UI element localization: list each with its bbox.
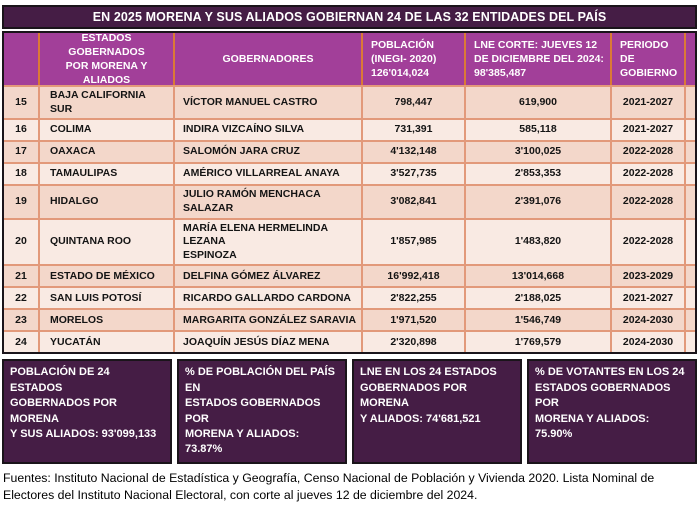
period-cell: 2022-2028 <box>612 142 686 163</box>
state-cell: MORELOS <box>40 310 175 331</box>
edge-spacer <box>686 220 695 265</box>
row-number-cell: 22 <box>4 288 40 309</box>
table-row: 22 SAN LUIS POTOSÍ RICARDO GALLARDO CARD… <box>4 286 695 309</box>
table-row: 15 BAJA CALIFORNIA SUR VÍCTOR MANUEL CAS… <box>4 85 695 119</box>
period-cell: 2021-2027 <box>612 120 686 141</box>
title-bar: EN 2025 MORENA Y SUS ALIADOS GOBIERNAN 2… <box>2 5 697 29</box>
state-cell: YUCATÁN <box>40 332 175 353</box>
governor-cell: RICARDO GALLARDO CARDONA <box>175 288 363 309</box>
state-cell: BAJA CALIFORNIA SUR <box>40 87 175 119</box>
population-cell: 4'132,148 <box>363 142 466 163</box>
governor-cell: INDIRA VIZCAÍNO SILVA <box>175 120 363 141</box>
edge-spacer <box>686 288 695 308</box>
page-title: EN 2025 MORENA Y SUS ALIADOS GOBIERNAN 2… <box>92 10 607 24</box>
table-row: 23 MORELOS MARGARITA GONZÁLEZ SARAVIA 1'… <box>4 308 695 331</box>
state-cell: SAN LUIS POTOSÍ <box>40 288 175 309</box>
table-row: 18 TAMAULIPAS AMÉRICO VILLARREAL ANAYA 3… <box>4 162 695 185</box>
population-cell: 16'992,418 <box>363 266 466 287</box>
header-edge-spacer <box>686 33 695 85</box>
row-number-cell: 23 <box>4 310 40 331</box>
population-cell: 2'320,898 <box>363 332 466 353</box>
row-number-cell: 20 <box>4 219 40 265</box>
period-cell: 2021-2027 <box>612 87 686 119</box>
table-row: 21 ESTADO DE MÉXICO DELFINA GÓMEZ ÁLVARE… <box>4 264 695 287</box>
table-header-row: ESTADOS GOBERNADOS POR MORENA Y ALIADOS … <box>4 32 695 86</box>
lne-cell: 13'014,668 <box>466 266 612 287</box>
population-cell: 731,391 <box>363 120 466 141</box>
edge-spacer <box>686 87 695 118</box>
state-cell: HIDALGO <box>40 186 175 218</box>
state-cell: TAMAULIPAS <box>40 164 175 185</box>
period-cell: 2024-2030 <box>612 332 686 353</box>
table-row: 20 QUINTANA ROO MARÍA ELENA HERMELINDA L… <box>4 217 695 265</box>
header-states: ESTADOS GOBERNADOS POR MORENA Y ALIADOS <box>40 32 175 86</box>
governor-cell: MARGARITA GONZÁLEZ SARAVIA <box>175 310 363 331</box>
summary-box-lne-total: LNE EN LOS 24 ESTADOS GOBERNADOS POR MOR… <box>352 359 522 464</box>
period-cell: 2022-2028 <box>612 164 686 185</box>
governor-cell: SALOMÓN JARA CRUZ <box>175 142 363 163</box>
lne-cell: 1'546,749 <box>466 310 612 331</box>
period-cell: 2024-2030 <box>612 310 686 331</box>
header-row-number <box>4 33 40 85</box>
lne-cell: 2'188,025 <box>466 288 612 309</box>
governor-cell: VÍCTOR MANUEL CASTRO <box>175 87 363 119</box>
edge-spacer <box>686 186 695 217</box>
governor-cell: JULIO RAMÓN MENCHACA SALAZAR <box>175 186 363 218</box>
summary-box-population-percent: % DE POBLACIÓN DEL PAÍS EN ESTADOS GOBER… <box>177 359 347 464</box>
lne-cell: 1'769,579 <box>466 332 612 353</box>
sources-note: Fuentes: Instituto Nacional de Estadísti… <box>3 470 655 503</box>
summary-boxes: POBLACIÓN DE 24 ESTADOS GOBERNADOS POR M… <box>2 359 697 464</box>
edge-spacer <box>686 120 695 140</box>
row-number-cell: 15 <box>4 87 40 119</box>
edge-spacer <box>686 332 695 352</box>
row-number-cell: 16 <box>4 120 40 141</box>
table-row: 16 COLIMA INDIRA VIZCAÍNO SILVA 731,391 … <box>4 118 695 141</box>
period-cell: 2022-2028 <box>612 186 686 218</box>
row-number-cell: 18 <box>4 164 40 185</box>
edge-spacer <box>686 142 695 162</box>
table-row: 24 YUCATÁN JOAQUÍN JESÚS DÍAZ MENA 2'320… <box>4 330 695 353</box>
table-row: 19 HIDALGO JULIO RAMÓN MENCHACA SALAZAR … <box>4 184 695 218</box>
governor-cell: DELFINA GÓMEZ ÁLVAREZ <box>175 266 363 287</box>
edge-spacer <box>686 266 695 286</box>
state-cell: COLIMA <box>40 120 175 141</box>
governors-table: ESTADOS GOBERNADOS POR MORENA Y ALIADOS … <box>2 31 697 355</box>
population-cell: 1'971,520 <box>363 310 466 331</box>
header-period: PERIODO DE GOBIERNO <box>612 33 686 85</box>
population-cell: 1'857,985 <box>363 219 466 265</box>
header-lne: LNE CORTE: JUEVES 12 DE DICIEMBRE DEL 20… <box>466 33 612 85</box>
population-cell: 798,447 <box>363 87 466 119</box>
lne-cell: 2'391,076 <box>466 186 612 218</box>
period-cell: 2022-2028 <box>612 219 686 265</box>
period-cell: 2023-2029 <box>612 266 686 287</box>
state-cell: QUINTANA ROO <box>40 219 175 265</box>
row-number-cell: 19 <box>4 186 40 218</box>
summary-box-voters-percent: % DE VOTANTES EN LOS 24 ESTADOS GOBERNAD… <box>527 359 697 464</box>
lne-cell: 619,900 <box>466 87 612 119</box>
lne-cell: 585,118 <box>466 120 612 141</box>
lne-cell: 3'100,025 <box>466 142 612 163</box>
population-cell: 3'527,735 <box>363 164 466 185</box>
lne-cell: 2'853,353 <box>466 164 612 185</box>
row-number-cell: 24 <box>4 332 40 353</box>
summary-box-population-total: POBLACIÓN DE 24 ESTADOS GOBERNADOS POR M… <box>2 359 172 464</box>
population-cell: 3'082,841 <box>363 186 466 218</box>
header-governors: GOBERNADORES <box>175 33 363 85</box>
row-number-cell: 21 <box>4 266 40 287</box>
header-population: POBLACIÓN (INEGI- 2020) 126'014,024 <box>363 33 466 85</box>
governor-cell: AMÉRICO VILLARREAL ANAYA <box>175 164 363 185</box>
table-row: 17 OAXACA SALOMÓN JARA CRUZ 4'132,148 3'… <box>4 140 695 163</box>
population-cell: 2'822,255 <box>363 288 466 309</box>
governor-cell: MARÍA ELENA HERMELINDA LEZANA ESPINOZA <box>175 219 363 265</box>
state-cell: ESTADO DE MÉXICO <box>40 266 175 287</box>
edge-spacer <box>686 164 695 184</box>
state-cell: OAXACA <box>40 142 175 163</box>
period-cell: 2021-2027 <box>612 288 686 309</box>
governor-cell: JOAQUÍN JESÚS DÍAZ MENA <box>175 332 363 353</box>
row-number-cell: 17 <box>4 142 40 163</box>
lne-cell: 1'483,820 <box>466 219 612 265</box>
edge-spacer <box>686 310 695 330</box>
